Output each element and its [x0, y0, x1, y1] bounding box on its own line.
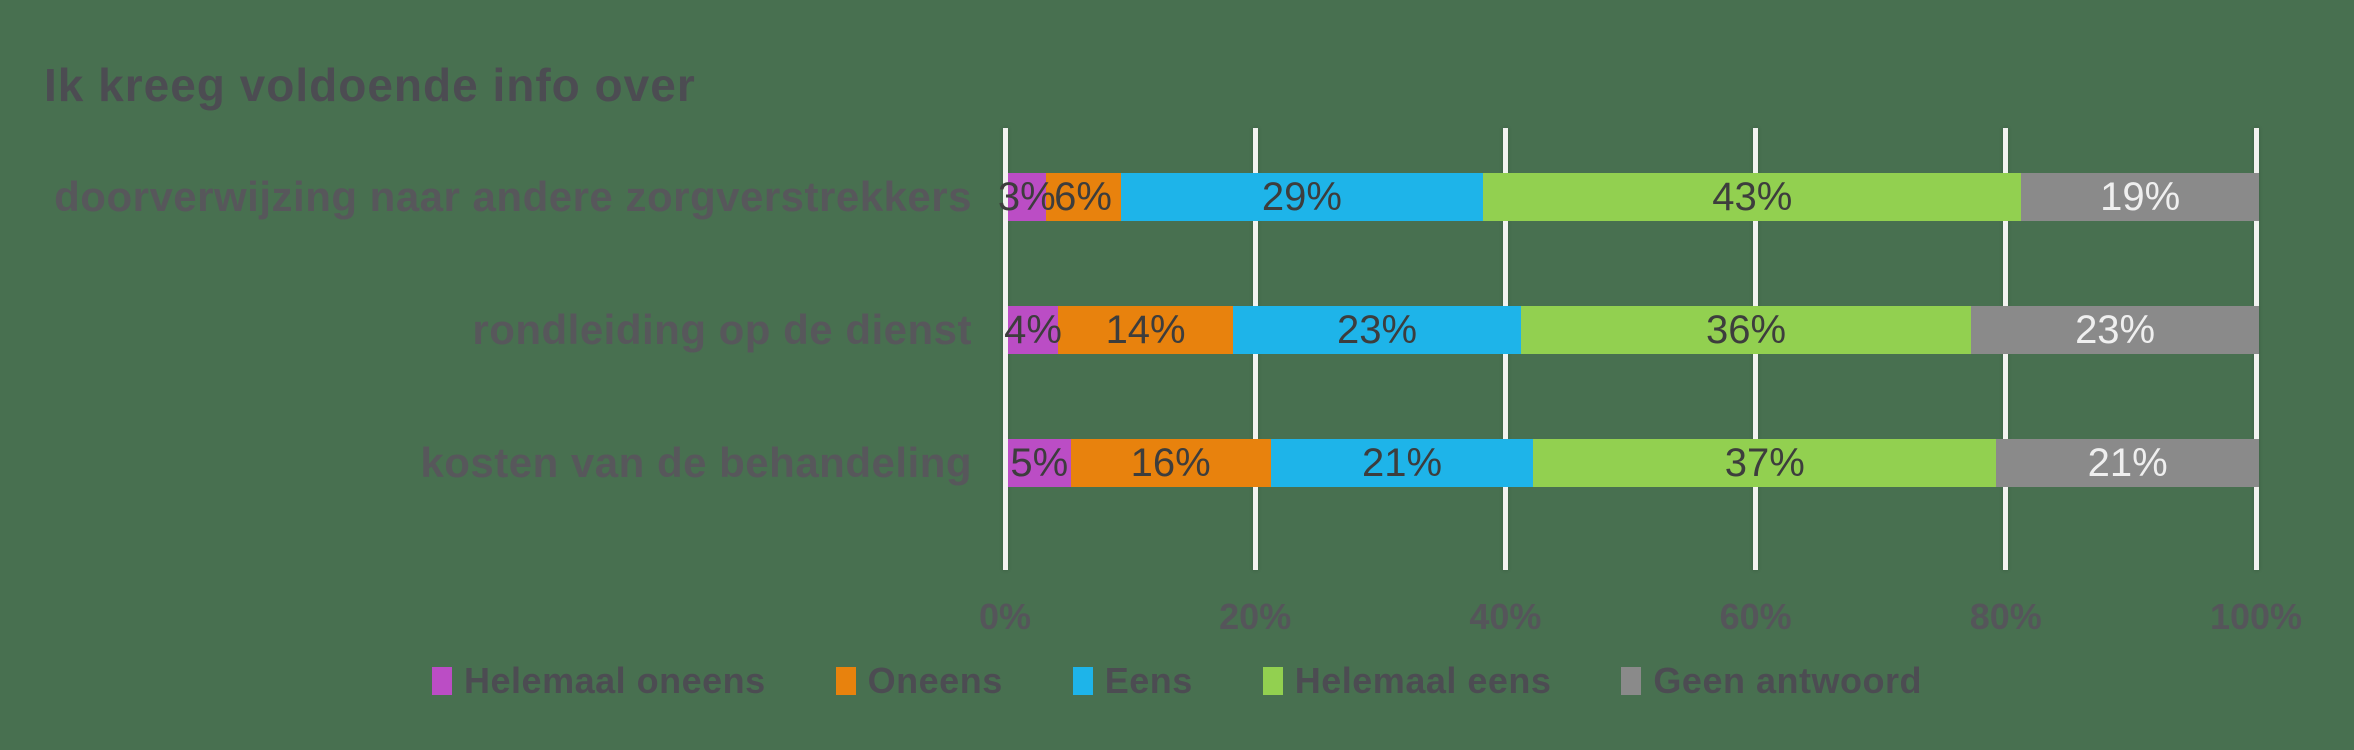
bar-value-label: 23% [1336, 308, 1418, 352]
legend-item: Eens [1072, 660, 1193, 702]
bar-segment-helemaal-oneens: 4% [1004, 306, 1062, 354]
bars-container: 3% 6% 29% 43% 19% 4% 14% 23% 36% 23% 5% 16% 21% 37% 21… [998, 128, 2259, 570]
bar-segment-helemaal-oneens: 3% [998, 173, 1056, 221]
category-labels: doorverwijzing naar andere zorgverstrekk… [0, 128, 972, 570]
bar-segment-oneens: 16% [1070, 439, 1271, 487]
plot-area: 3% 6% 29% 43% 19% 4% 14% 23% 36% 23% 5% 16% 21% 37% 21… [998, 128, 2259, 570]
bar-value-label: 21% [1362, 441, 1443, 485]
bar-value-label: 6% [1054, 175, 1112, 219]
legend-item: Oneens [835, 660, 1003, 702]
bar-value-label: 36% [1706, 308, 1787, 352]
bar-value-label: 3% [997, 175, 1056, 219]
legend-swatch-icon [835, 667, 856, 695]
bar-segment-helemaal-oneens: 5% [1008, 439, 1071, 487]
x-axis-tick-label: 40% [1469, 596, 1542, 637]
legend-label: Helemaal eens [1294, 660, 1552, 701]
legend-label: Oneens [867, 660, 1003, 701]
bar-value-label: 37% [1724, 441, 1805, 485]
bar-value-label: 21% [2087, 441, 2168, 485]
x-axis-tick-label: 0% [978, 596, 1032, 637]
bar-row: 5% 16% 21% 37% 21% [1008, 439, 2259, 487]
legend-label: Helemaal oneens [464, 660, 766, 701]
bar-value-label: 5% [1010, 441, 1069, 485]
legend-item: Helemaal oneens [432, 660, 766, 702]
x-axis-tick-label: 100% [2209, 596, 2303, 637]
bar-row: 4% 14% 23% 36% 23% [1004, 306, 2259, 354]
bar-value-label: 19% [2100, 175, 2181, 219]
legend-item: Helemaal eens [1262, 660, 1552, 702]
x-axis: 0% 20% 40% 60% 80% 100% [979, 596, 2302, 646]
bar-value-label: 43% [1712, 175, 1793, 219]
bar-segment-helemaal-eens: 36% [1520, 306, 1972, 354]
bar-segment-geen-antwoord: 23% [1971, 306, 2259, 354]
legend-swatch-icon [1262, 667, 1283, 695]
bar-row: 3% 6% 29% 43% 19% [998, 173, 2259, 221]
bar-segment-eens: 23% [1233, 306, 1521, 354]
bar-value-label: 23% [2075, 308, 2156, 352]
bar-value-label: 14% [1105, 308, 1186, 352]
x-axis-tick-label: 80% [1969, 596, 2042, 637]
bar-value-label: 29% [1261, 175, 1342, 219]
category-label: rondleiding op de dienst [472, 306, 972, 353]
bar-segment-eens: 29% [1120, 173, 1484, 221]
legend-label: Eens [1104, 660, 1193, 701]
legend-label: Geen antwoord [1653, 660, 1922, 701]
x-axis-tick-label: 60% [1719, 596, 1792, 637]
bar-segment-eens: 21% [1270, 439, 1534, 487]
category-label: doorverwijzing naar andere zorgverstrekk… [54, 173, 972, 220]
bar-segment-helemaal-eens: 37% [1533, 439, 1997, 487]
chart-title: Ik kreeg voldoende info over [44, 59, 696, 111]
bar-value-label: 4% [1004, 308, 1062, 352]
bar-segment-geen-antwoord: 19% [2021, 173, 2259, 221]
legend-swatch-icon [1621, 667, 1642, 695]
bar-segment-oneens: 14% [1058, 306, 1234, 354]
bar-segment-helemaal-eens: 43% [1483, 173, 2022, 221]
x-axis-tick-label: 20% [1219, 596, 1292, 637]
legend: Helemaal oneens Oneens Eens Helemaal eens Ge… [0, 660, 2354, 702]
legend-swatch-icon [432, 667, 453, 695]
bar-value-label: 16% [1130, 441, 1211, 485]
bar-segment-oneens: 6% [1045, 173, 1121, 221]
legend-swatch-icon [1072, 667, 1093, 695]
legend-item: Geen antwoord [1621, 660, 1922, 702]
bar-segment-geen-antwoord: 21% [1996, 439, 2259, 487]
gridline [1002, 128, 1008, 570]
category-label: kosten van de behandeling [420, 439, 972, 486]
